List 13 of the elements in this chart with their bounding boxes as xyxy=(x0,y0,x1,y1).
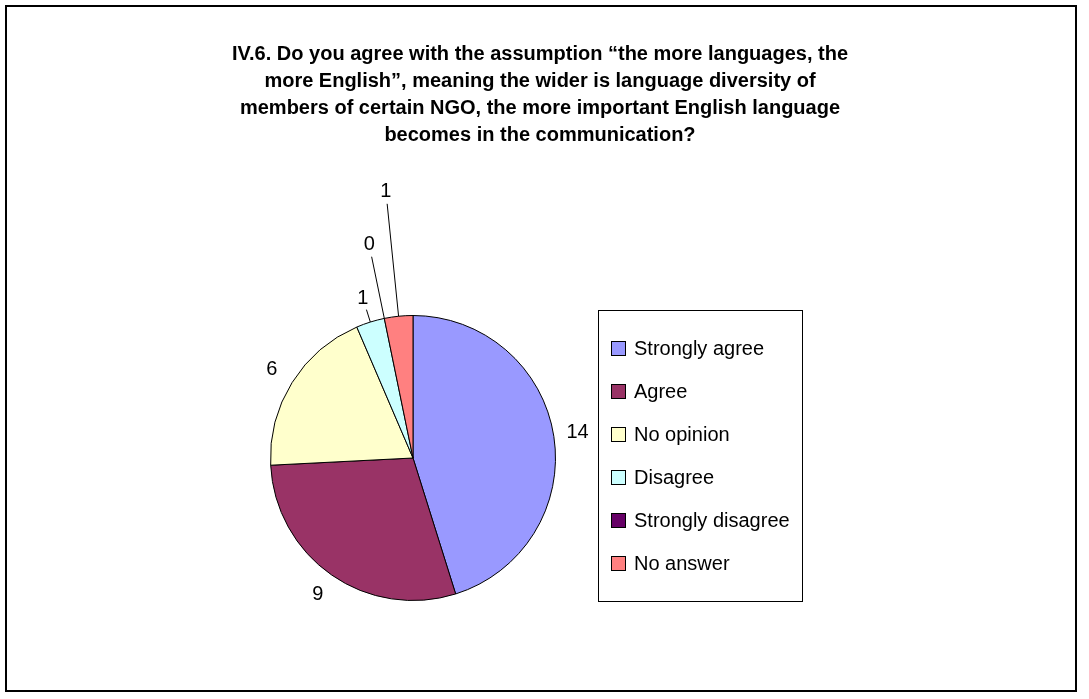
legend-label: Agree xyxy=(634,380,688,403)
chart-title: IV.6. Do you agree with the assumption “the more languages, the more English”, meaning the wider is language diversity of members of certain NGO, the more important English language becomes in the communication? xyxy=(230,41,850,147)
legend-label: No answer xyxy=(634,552,730,575)
legend-label: Disagree xyxy=(634,466,715,489)
text: 0 xyxy=(363,232,375,255)
data-label: 9 xyxy=(312,582,324,605)
data-label: 6 xyxy=(266,357,278,380)
data-label: 14 xyxy=(566,420,589,443)
legend-label: Strongly disagree xyxy=(634,509,790,532)
data-label: 1 xyxy=(357,285,369,308)
legend-label: No opinion xyxy=(634,423,730,446)
data-label: 1 xyxy=(380,179,392,202)
legend-label: Strongly agree xyxy=(634,337,765,360)
